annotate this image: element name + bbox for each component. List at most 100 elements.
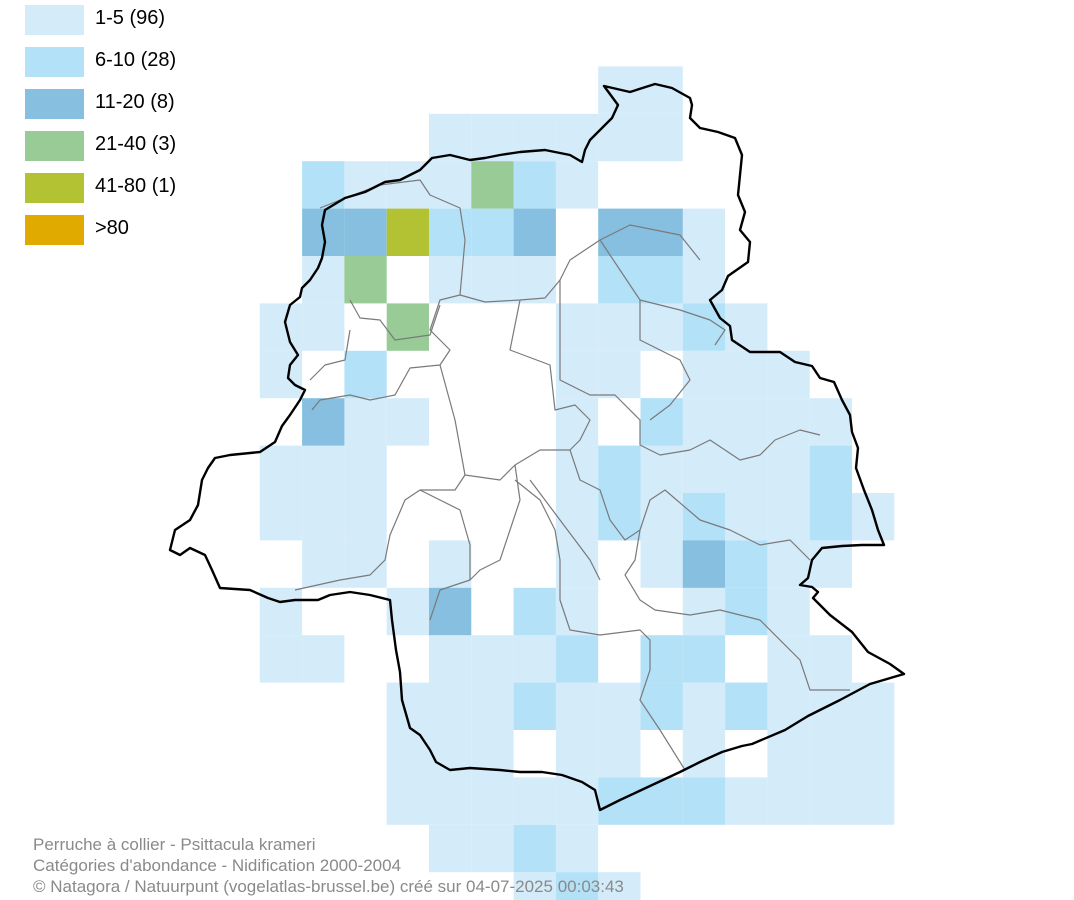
municipality-border (469, 464, 521, 581)
grid-cell-1-5 (725, 493, 768, 541)
grid-cell-1-5 (344, 540, 387, 588)
municipality-border (309, 329, 351, 381)
municipality-border (624, 529, 850, 691)
grid-cell-1-5 (429, 256, 472, 304)
municipality-border (459, 224, 701, 303)
grid-cell-1-5 (302, 540, 345, 588)
legend-label: 6-10 (28) (95, 49, 177, 71)
grid-cell-1-5 (302, 303, 345, 351)
grid-cell-1-5 (767, 445, 810, 493)
grid-cell-6-10 (640, 635, 683, 683)
grid-cell-1-5 (555, 777, 599, 825)
municipality-border (514, 479, 686, 771)
grid-cell-1-5 (513, 256, 556, 304)
grid-cell-11-20 (682, 540, 726, 588)
grid-cell-1-5 (767, 587, 810, 636)
grid-cell-6-10 (809, 445, 852, 493)
grid-cell-1-5 (809, 777, 852, 825)
grid-cell-1-5 (767, 493, 810, 541)
grid-cell-6-10 (513, 824, 556, 873)
grid-cell-21-40 (471, 161, 514, 209)
grid-cell-1-5 (429, 682, 472, 730)
grid-cell-6-10 (640, 398, 683, 446)
grid-cell-1-5 (640, 540, 683, 588)
grid-cell-1-5 (767, 540, 810, 588)
municipality-border (311, 179, 466, 411)
municipality-border (599, 239, 726, 346)
municipality-border (559, 280, 821, 461)
grid-cell-1-5 (767, 682, 810, 730)
legend-swatch (25, 47, 84, 77)
grid-cell-1-5 (725, 398, 768, 446)
grid-cell-6-10 (640, 256, 683, 304)
municipality-border (419, 489, 471, 621)
grid-cell-1-5 (471, 824, 514, 873)
grid-cell-6-10 (809, 493, 852, 541)
grid-cell-11-20 (640, 208, 683, 256)
grid-cell-1-5 (767, 777, 810, 825)
grid-cell-1-5 (259, 493, 303, 541)
grid-cell-1-5 (302, 493, 345, 541)
grid-cell-1-5 (555, 161, 599, 209)
grid-cell-1-5 (767, 398, 810, 446)
grid-cell-1-5 (640, 303, 683, 351)
grid-cell-11-20 (598, 208, 641, 256)
grid-cell-11-20 (513, 208, 556, 256)
legend-swatch (25, 131, 84, 161)
grid-cell-1-5 (555, 303, 599, 351)
grid-cell-6-10 (344, 350, 387, 399)
grid-cell-1-5 (682, 398, 726, 446)
legend-swatch (25, 215, 84, 245)
grid-cell-1-5 (598, 113, 641, 162)
grid-cell-1-5 (344, 445, 387, 493)
grid-cell-1-5 (429, 824, 472, 873)
municipality-border (639, 300, 691, 421)
grid-cell-1-5 (513, 777, 556, 825)
grid-cell-1-5 (682, 587, 726, 636)
grid-cell-1-5 (471, 256, 514, 304)
grid-cell-1-5 (598, 303, 641, 351)
grid-cell-1-5 (344, 398, 387, 446)
grid-cell-1-5 (471, 635, 514, 683)
grid-cell-1-5 (682, 682, 726, 730)
municipality-border (439, 364, 570, 481)
grid-cell-6-10 (471, 208, 514, 256)
grid-cell-21-40 (344, 256, 387, 304)
grid-cell-1-5 (513, 635, 556, 683)
grid-cell-1-5 (555, 730, 599, 778)
grid-cell-1-5 (852, 730, 895, 778)
grid-cell-1-5 (555, 587, 599, 636)
grid-cell-1-5 (682, 256, 726, 304)
abundance-grid (259, 66, 895, 900)
grid-cell-1-5 (302, 635, 345, 683)
grid-cell-6-10 (640, 682, 683, 730)
grid-cell-1-5 (471, 682, 514, 730)
caption-species: Perruche à collier - Psittacula krameri (33, 835, 316, 854)
grid-cell-1-5 (555, 824, 599, 873)
grid-cell-1-5 (725, 445, 768, 493)
grid-cell-1-5 (429, 540, 472, 588)
grid-cell-1-5 (555, 398, 599, 446)
municipality-border (294, 474, 466, 591)
grid-cell-1-5 (555, 682, 599, 730)
grid-cell-1-5 (598, 730, 641, 778)
legend-label: 1-5 (96) (95, 7, 166, 29)
grid-cell-41-80 (386, 208, 429, 256)
grid-cell-1-5 (259, 445, 303, 493)
grid-cell-6-10 (598, 445, 641, 493)
grid-cell-6-10 (682, 493, 726, 541)
grid-cell-6-10 (682, 635, 726, 683)
grid-cell-1-5 (513, 872, 556, 900)
grid-cell-1-5 (259, 303, 303, 351)
grid-cell-1-5 (640, 113, 683, 162)
legend-swatch (25, 173, 84, 203)
grid-cell-1-5 (259, 635, 303, 683)
grid-cell-1-5 (767, 635, 810, 683)
grid-cell-1-5 (725, 350, 768, 399)
grid-cell-6-10 (429, 208, 472, 256)
grid-cell-11-20 (302, 398, 345, 446)
grid-cell-1-5 (471, 777, 514, 825)
grid-cell-1-5 (598, 682, 641, 730)
grid-cell-6-10 (725, 682, 768, 730)
grid-cell-6-10 (513, 161, 556, 209)
